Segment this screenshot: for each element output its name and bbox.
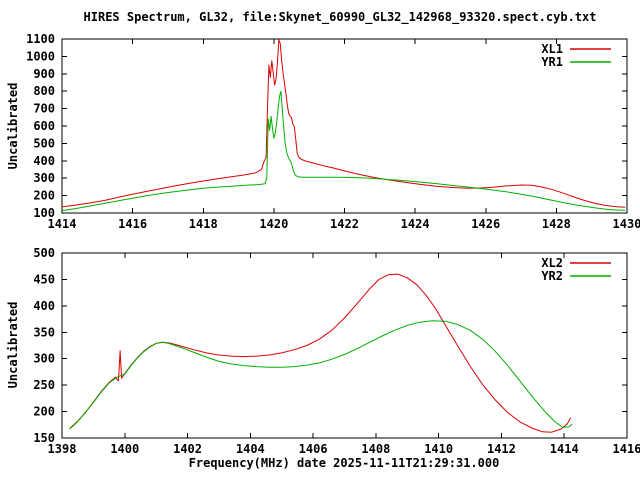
x-tick-label: 1426: [471, 217, 500, 231]
y-tick-label: 250: [33, 378, 55, 392]
x-tick-label: 1422: [330, 217, 359, 231]
y-tick-label: 350: [33, 325, 55, 339]
y-tick-label: 700: [33, 102, 55, 116]
y-tick-label: 900: [33, 67, 55, 81]
x-tick-label: 1420: [259, 217, 288, 231]
x-tick-label: 1412: [487, 442, 516, 456]
series-XL2: [69, 273, 571, 433]
y-tick-label: 400: [33, 299, 55, 313]
x-tick-label: 1418: [189, 217, 218, 231]
y-tick-label: 450: [33, 272, 55, 286]
y-axis-ticks: 150 200 250 300 350 400 450 500: [33, 246, 627, 445]
x-tick-label: 1402: [173, 442, 202, 456]
x-tick-label: 1424: [401, 217, 430, 231]
y-tick-label: 600: [33, 119, 55, 133]
y-tick-label: 200: [33, 189, 55, 203]
x-tick-label: 1430: [613, 217, 640, 231]
y-tick-label: 150: [33, 431, 55, 445]
x-tick-label: 1414: [550, 442, 579, 456]
legend-label-YR1: YR1: [541, 55, 563, 69]
series-XL1: [61, 39, 626, 208]
y-axis-ticks: 100 200 300 400 500 600 700 800 900 1000 1100: [26, 32, 627, 220]
x-tick-label: 1398: [48, 442, 77, 456]
y-tick-label: 100: [33, 206, 55, 220]
y-tick-label: 500: [33, 136, 55, 150]
x-tick-label: 1414: [48, 217, 77, 231]
y-tick-label: 500: [33, 246, 55, 260]
legend-label-YR2: YR2: [541, 269, 563, 283]
y-tick-label: 300: [33, 171, 55, 185]
y-tick-label: 300: [33, 352, 55, 366]
y-tick-label: 1100: [26, 32, 55, 46]
x-tick-label: 1416: [613, 442, 640, 456]
plot-border: [61, 252, 628, 439]
legend-label-XL2: XL2: [541, 256, 563, 270]
x-axis-ticks: 1398 1400 1402 1404 1406 1408 1410 1412 1414 1416: [48, 253, 640, 456]
x-tick-label: 1428: [542, 217, 571, 231]
legend-label-XL1: XL1: [541, 42, 563, 56]
x-axis-label: Frequency(MHz) date 2025-11-11T21:29:31.…: [188, 456, 500, 470]
x-tick-label: 1400: [110, 442, 139, 456]
chart-title: HIRES Spectrum, GL32, file:Skynet_60990_…: [83, 10, 597, 24]
series-YR2: [69, 320, 573, 430]
x-tick-label: 1408: [361, 442, 390, 456]
x-tick-label: 1406: [299, 442, 328, 456]
y-tick-label: 200: [33, 405, 55, 419]
top-spectrum-chart: 1414 1416 1418 1420 1422 1424 1426 1428 1430 100 2…: [26, 32, 640, 231]
x-tick-label: 1404: [236, 442, 265, 456]
y-tick-label: 400: [33, 154, 55, 168]
series-YR1: [61, 90, 626, 212]
x-axis-ticks: 1414 1416 1418 1420 1422 1424 1426 1428 1430: [48, 39, 640, 231]
bottom-spectrum-chart: 1398 1400 1402 1404 1406 1408 1410 1412 1414 1416…: [33, 246, 640, 456]
y-tick-label: 800: [33, 84, 55, 98]
y-tick-label: 1000: [26, 49, 55, 63]
x-tick-label: 1410: [424, 442, 453, 456]
x-tick-label: 1416: [118, 217, 147, 231]
